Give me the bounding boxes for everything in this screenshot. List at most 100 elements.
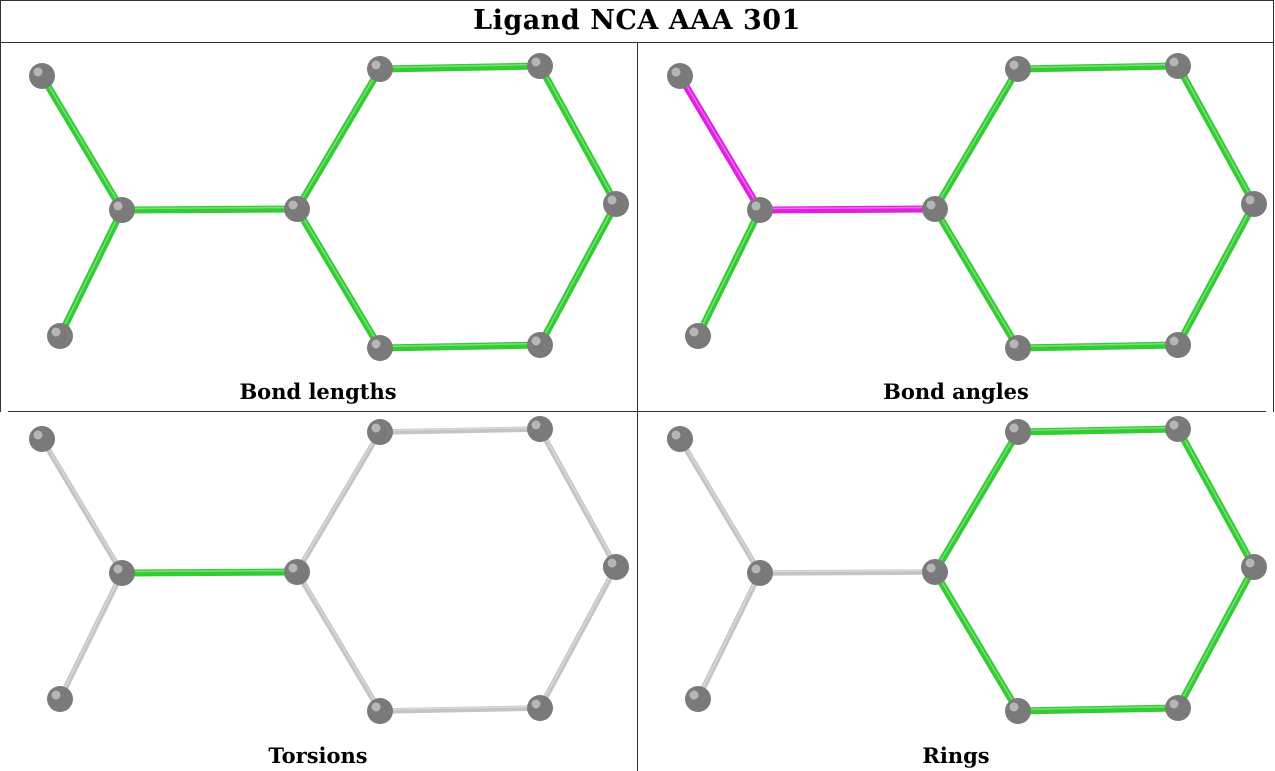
bond-C1-C2 bbox=[39, 436, 125, 576]
atom-shine bbox=[1169, 336, 1179, 346]
bond-C6-C7 bbox=[1174, 62, 1258, 208]
atom-C3 bbox=[47, 323, 73, 349]
atom-shine bbox=[33, 430, 43, 440]
atom-C6 bbox=[527, 416, 553, 442]
bond-highlight bbox=[759, 206, 936, 210]
bond-C4-C5 bbox=[931, 65, 1022, 213]
bond-highlight bbox=[296, 430, 381, 571]
atom-shine bbox=[371, 423, 381, 433]
panel-caption: Bond lengths bbox=[239, 379, 397, 404]
atom-C3 bbox=[47, 686, 73, 712]
bond-C4-C5 bbox=[294, 429, 383, 575]
bond-highlight bbox=[934, 430, 1019, 571]
panel-bond-angles: Bond angles bbox=[638, 48, 1274, 408]
atom-shine bbox=[1245, 195, 1255, 205]
atom-C6 bbox=[1165, 416, 1191, 442]
bond-C2-C4 bbox=[118, 205, 301, 214]
bond-C7-C8 bbox=[536, 200, 620, 349]
atom-C3 bbox=[685, 323, 711, 349]
atom-C8 bbox=[1165, 695, 1191, 721]
atom-C8 bbox=[527, 695, 553, 721]
atom-C6 bbox=[1165, 53, 1191, 79]
bond-highlight bbox=[1017, 63, 1179, 69]
atom-shine bbox=[926, 200, 936, 210]
atom-C4 bbox=[284, 559, 310, 585]
bond-C8-C9 bbox=[1014, 704, 1182, 715]
bond-highlight bbox=[296, 67, 381, 208]
atom-shine bbox=[33, 67, 43, 77]
atom-shine bbox=[689, 690, 699, 700]
atoms bbox=[667, 53, 1267, 361]
atom-C3 bbox=[685, 686, 711, 712]
atom-shine bbox=[751, 564, 761, 574]
bond-highlight bbox=[379, 63, 541, 69]
atom-C5 bbox=[367, 419, 393, 445]
atom-C8 bbox=[527, 332, 553, 358]
atom-shine bbox=[371, 702, 381, 712]
bonds bbox=[677, 425, 1258, 715]
atom-C1 bbox=[667, 426, 693, 452]
bond-highlight bbox=[296, 207, 381, 347]
atom-C1 bbox=[29, 63, 55, 89]
bond-C8-C9 bbox=[377, 705, 543, 714]
atom-shine bbox=[607, 558, 617, 568]
bonds bbox=[676, 62, 1258, 352]
atom-shine bbox=[1169, 699, 1179, 709]
atom-shine bbox=[1245, 558, 1255, 568]
atom-C9 bbox=[1005, 335, 1031, 361]
panel-rings: Rings bbox=[638, 411, 1274, 771]
bond-C7-C8 bbox=[1174, 200, 1258, 349]
atom-shine bbox=[371, 60, 381, 70]
molecule-view bbox=[29, 53, 629, 361]
bond-highlight bbox=[379, 342, 541, 348]
bond-highlight bbox=[121, 569, 298, 573]
atom-C7 bbox=[1241, 191, 1267, 217]
panel-caption: Bond angles bbox=[883, 379, 1029, 404]
bond-highlight bbox=[1017, 426, 1179, 432]
atom-C1 bbox=[29, 426, 55, 452]
bond-highlight bbox=[59, 571, 123, 698]
bond-C1-C2 bbox=[38, 72, 126, 214]
bond-C1-C2 bbox=[677, 436, 763, 576]
bond-highlight bbox=[539, 427, 617, 566]
atom-shine bbox=[288, 563, 298, 573]
atom-C1 bbox=[667, 63, 693, 89]
atom-C4 bbox=[922, 559, 948, 585]
bond-highlight bbox=[1017, 705, 1179, 711]
bond-highlight bbox=[1177, 202, 1255, 344]
bond-highlight bbox=[697, 571, 761, 698]
bond-highlight bbox=[679, 437, 761, 572]
bond-C2-C3 bbox=[56, 206, 126, 340]
atoms bbox=[29, 53, 629, 361]
atom-C9 bbox=[1005, 698, 1031, 724]
atoms bbox=[29, 416, 629, 724]
bonds bbox=[39, 426, 619, 714]
atom-C4 bbox=[922, 196, 948, 222]
panel-caption: Rings bbox=[922, 743, 990, 768]
atom-C5 bbox=[1005, 56, 1031, 82]
atom-shine bbox=[51, 327, 61, 337]
bond-C5-C6 bbox=[376, 62, 544, 73]
molecule-view bbox=[29, 416, 629, 724]
bond-highlight bbox=[379, 705, 541, 711]
bond-C6-C7 bbox=[537, 426, 619, 570]
atom-shine bbox=[1169, 420, 1179, 430]
atom-C5 bbox=[367, 56, 393, 82]
grid-line-center bbox=[637, 42, 638, 771]
bond-C2-C3 bbox=[57, 570, 125, 702]
atom-shine bbox=[1009, 702, 1019, 712]
atom-shine bbox=[671, 430, 681, 440]
panel-torsions: Torsions bbox=[0, 411, 636, 771]
atom-shine bbox=[751, 201, 761, 211]
molecule-view bbox=[667, 416, 1267, 724]
atom-shine bbox=[607, 195, 617, 205]
bond-C8-C9 bbox=[376, 341, 544, 352]
atom-C2 bbox=[747, 197, 773, 223]
bond-highlight bbox=[1177, 64, 1255, 203]
atom-C2 bbox=[109, 560, 135, 586]
grid-line-left bbox=[0, 0, 1, 412]
bond-C2-C4 bbox=[757, 569, 938, 576]
bond-highlight bbox=[697, 208, 761, 335]
atom-shine bbox=[926, 563, 936, 573]
bond-C7-C8 bbox=[537, 564, 619, 711]
